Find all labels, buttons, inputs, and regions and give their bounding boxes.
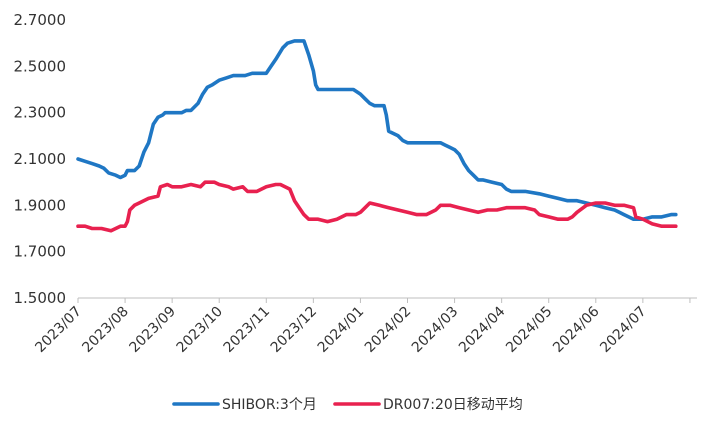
x-tick-label: 2023/12 — [268, 304, 320, 356]
x-tick-label: 2024/07 — [597, 304, 649, 356]
y-tick-label: 2.3000 — [14, 104, 67, 122]
legend-label-2: DR007:20日移动平均 — [383, 397, 523, 413]
series-line-2 — [76, 180, 678, 233]
y-axis-ticks: 1.5000 1.7000 1.9000 2.1000 2.3000 2.5000 2.70… — [14, 11, 67, 307]
x-tick-label: 2024/02 — [362, 304, 414, 356]
y-tick-label: 1.7000 — [14, 243, 67, 261]
y-tick-label: 2.1000 — [14, 150, 67, 168]
x-tick-label: 2024/05 — [503, 304, 555, 356]
series-layer — [76, 39, 678, 233]
x-tick-label: 2024/03 — [409, 304, 461, 356]
x-tick-label: 2024/04 — [456, 303, 509, 356]
x-tick-label: 2023/09 — [127, 304, 179, 356]
y-tick-label: 1.9000 — [14, 196, 67, 214]
x-tick-label: 2024/06 — [550, 303, 603, 356]
x-axis: 2023/072023/082023/092023/102023/112023/… — [32, 297, 697, 356]
x-tick-label: 2023/08 — [79, 304, 131, 356]
x-tick-label: 2023/11 — [221, 304, 273, 356]
x-tick-label: 2023/07 — [32, 304, 84, 356]
y-tick-label: 2.7000 — [14, 11, 67, 29]
y-tick-label: 2.5000 — [14, 57, 67, 75]
x-tick-label: 2024/01 — [315, 304, 367, 356]
legend-label-1: SHIBOR:3个月 — [222, 397, 317, 413]
legend: SHIBOR:3个月 DR007:20日移动平均 — [172, 397, 523, 413]
series-line-1 — [76, 39, 678, 221]
x-tick-label: 2023/10 — [174, 304, 226, 356]
y-tick-label: 1.5000 — [14, 289, 67, 307]
